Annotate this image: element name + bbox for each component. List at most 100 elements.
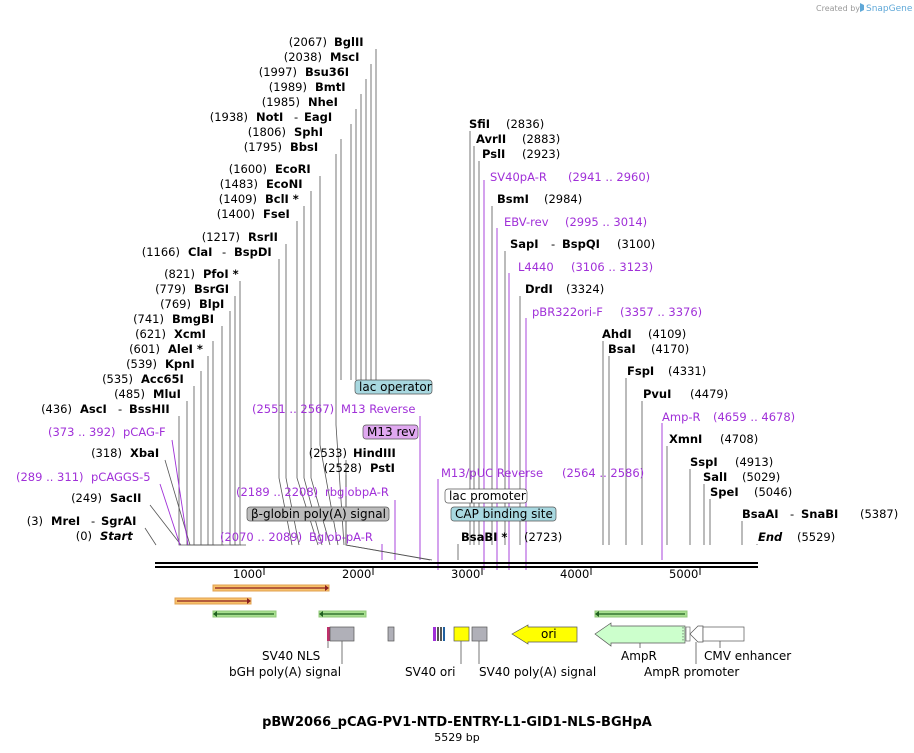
enzyme-eagi[interactable]: EagI xyxy=(304,110,332,124)
enzyme-psti[interactable]: PstI xyxy=(370,461,395,475)
enzyme-bsabi[interactable]: BsaBI * xyxy=(461,530,507,544)
enzyme-rsrii[interactable]: RsrII xyxy=(248,230,278,244)
feature-labels: SV40 NLS bGH poly(A) signal SV40 ori SV4… xyxy=(229,641,791,679)
feature-cmv-enhancer[interactable] xyxy=(702,626,745,642)
primer-range: (2564 .. 2586) xyxy=(562,466,644,480)
enzyme-mlui[interactable]: MluI xyxy=(153,387,181,401)
primer-l4440[interactable]: L4440 xyxy=(518,260,554,274)
enzyme-snabi[interactable]: SnaBI xyxy=(801,507,838,521)
primer-arrows xyxy=(174,584,688,618)
feature-ampr-promoter[interactable] xyxy=(689,625,704,643)
enzyme-sspi[interactable]: SspI xyxy=(690,455,718,469)
enzyme-bsaai[interactable]: BsaAI xyxy=(742,507,779,521)
enzyme-sapi[interactable]: SapI xyxy=(510,237,539,251)
enzyme-sgrai[interactable]: SgrAI xyxy=(101,514,136,528)
feature-sv40-nls[interactable] xyxy=(327,627,330,641)
enzyme-noti[interactable]: NotI xyxy=(256,110,283,124)
enzyme-bspdi[interactable]: BspDI xyxy=(234,245,272,259)
box-m13-rev[interactable]: M13 rev xyxy=(367,425,416,439)
primer-pcag-f[interactable]: pCAG-F xyxy=(123,425,166,439)
primer-amp-r[interactable]: Amp-R xyxy=(662,410,701,424)
enzyme-xmni[interactable]: XmnI xyxy=(669,432,702,446)
enzyme-pos: (621) xyxy=(135,327,166,341)
enzyme-bsmi[interactable]: BsmI xyxy=(497,192,529,206)
enzyme-pos: (2883) xyxy=(522,132,560,146)
enzyme-pos: (5029) xyxy=(742,470,780,484)
feature-small-gray[interactable] xyxy=(387,626,395,642)
enzyme-pfoi[interactable]: PfoI * xyxy=(203,267,239,281)
primer-ebv-rev[interactable]: EBV-rev xyxy=(504,215,549,229)
enzyme-spei[interactable]: SpeI xyxy=(710,485,739,499)
enzyme-psli[interactable]: PslI xyxy=(482,147,505,161)
enzyme-alei[interactable]: AleI * xyxy=(168,342,203,356)
enzyme-pos: (535) xyxy=(102,372,133,386)
enzyme-pos: (5387) xyxy=(860,507,898,521)
enzyme-bglii[interactable]: BglII xyxy=(334,35,364,49)
box-cap-binding-site[interactable]: CAP binding site xyxy=(455,507,553,521)
primer-m13-reverse[interactable]: M13 Reverse xyxy=(341,402,415,416)
primer-pcaggs-5[interactable]: pCAGGS-5 xyxy=(91,470,151,484)
enzyme-pvui[interactable]: PvuI xyxy=(643,387,671,401)
enzyme-sphi[interactable]: SphI xyxy=(294,125,323,139)
enzyme-sali[interactable]: SalI xyxy=(703,470,727,484)
axis-tick-label: 1000 xyxy=(233,567,262,581)
enzyme-pos: (2984) xyxy=(544,192,582,206)
box-beta-globin-polya[interactable]: β-globin poly(A) signal xyxy=(251,507,386,521)
feature-bgh-polya[interactable] xyxy=(329,626,355,642)
enzyme-sfii[interactable]: SfiI xyxy=(469,117,490,131)
enzyme-nhei[interactable]: NheI xyxy=(308,95,338,109)
enzyme-fsei[interactable]: FseI xyxy=(263,207,290,221)
enzyme-drdi[interactable]: DrdI xyxy=(525,282,553,296)
enzyme-bcli[interactable]: BclI * xyxy=(265,192,299,206)
enzyme-pos: (4913) xyxy=(735,455,773,469)
enzyme-xbai[interactable]: XbaI xyxy=(130,446,159,460)
enzyme-xcmi[interactable]: XcmI xyxy=(174,327,206,341)
enzyme-bsai[interactable]: BsaI xyxy=(608,342,636,356)
primer-pbr322ori-f[interactable]: pBR322ori-F xyxy=(532,305,603,319)
feature-ampr-arrow[interactable] xyxy=(594,622,686,647)
primer-bglob-pa-r[interactable]: Bglob-pA-R xyxy=(309,530,373,544)
enzyme-bsu36i[interactable]: Bsu36I xyxy=(305,65,349,79)
enzyme-fspi[interactable]: FspI xyxy=(627,364,654,378)
enzyme-pos: (1166) xyxy=(142,245,180,259)
primer-range: (2941 .. 2960) xyxy=(568,170,650,184)
enzyme-pos: (436) xyxy=(41,402,72,416)
enzyme-bbsi[interactable]: BbsI xyxy=(290,140,318,154)
boxed-labels: lac operator M13 rev β-globin poly(A) si… xyxy=(246,379,557,522)
box-lac-operator[interactable]: lac operator xyxy=(359,380,432,394)
enzyme-pos: (1400) xyxy=(217,207,255,221)
enzyme-msci[interactable]: MscI xyxy=(330,50,359,64)
enzyme-pos: (2528) xyxy=(324,461,362,475)
enzyme-ecori[interactable]: EcoRI xyxy=(275,162,311,176)
primer-m13-puc-reverse[interactable]: M13/pUC Reverse xyxy=(441,466,543,480)
end-label: End xyxy=(758,530,783,544)
enzyme-pos: (2923) xyxy=(522,147,560,161)
enzyme-mrei[interactable]: MreI xyxy=(51,514,80,528)
box-lac-promoter[interactable]: lac promoter xyxy=(449,489,526,503)
enzyme-asci[interactable]: AscI xyxy=(80,402,107,416)
enzyme-sacii[interactable]: SacII xyxy=(110,491,141,505)
enzyme-clai[interactable]: ClaI xyxy=(188,245,212,259)
enzyme-bsrgi[interactable]: BsrGI xyxy=(194,282,229,296)
enzyme-ahdi[interactable]: AhdI xyxy=(602,327,632,341)
feature-ori-arrow[interactable] xyxy=(511,624,578,645)
primer-sv40pa-r[interactable]: SV40pA-R xyxy=(490,170,547,184)
enzyme-dash: - xyxy=(294,110,298,124)
feature-track: ori xyxy=(327,622,745,647)
enzyme-blpi[interactable]: BlpI xyxy=(199,297,224,311)
enzyme-econi[interactable]: EcoNI xyxy=(266,177,302,191)
primer-rbglobpa-r[interactable]: rbglobpA-R xyxy=(325,485,389,499)
enzyme-bsshii[interactable]: BssHII xyxy=(129,402,170,416)
enzyme-acc65i[interactable]: Acc65I xyxy=(141,372,184,386)
enzyme-bmgbi[interactable]: BmgBI xyxy=(172,312,214,326)
enzyme-hindiii[interactable]: HindIII xyxy=(353,446,396,460)
feature-sv40-polya[interactable] xyxy=(471,626,488,642)
enzyme-avrii[interactable]: AvrII xyxy=(476,132,506,146)
enzyme-pos: (1985) xyxy=(262,95,300,109)
feature-sv40-ori[interactable] xyxy=(453,626,470,642)
enzyme-pos: (3100) xyxy=(617,237,655,251)
enzyme-kpni[interactable]: KpnI xyxy=(165,357,195,371)
enzyme-bspqi[interactable]: BspQI xyxy=(562,237,600,251)
axis-tick-label: 4000 xyxy=(560,567,589,581)
enzyme-bmti[interactable]: BmtI xyxy=(315,80,346,94)
